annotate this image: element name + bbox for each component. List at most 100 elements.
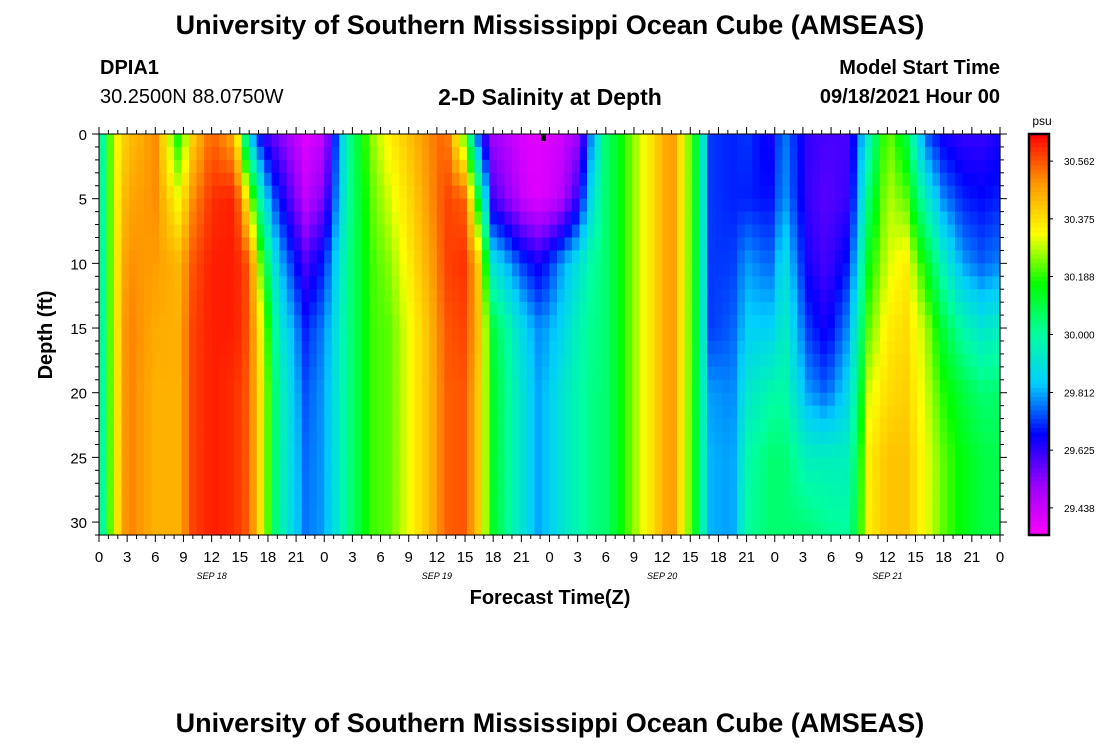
heatmap-cell — [159, 185, 168, 200]
heatmap-cell — [744, 134, 753, 148]
heatmap-cell — [864, 276, 873, 290]
heatmap-cell — [602, 237, 611, 252]
heatmap-cell — [677, 276, 686, 290]
colorbar-segment — [1029, 240, 1049, 246]
heatmap-cell — [924, 198, 934, 213]
heatmap-cell — [692, 431, 701, 446]
heatmap-cell — [774, 366, 783, 381]
heatmap-cell — [376, 353, 385, 368]
heatmap-cell — [429, 211, 438, 226]
heatmap-cell — [279, 172, 288, 187]
heatmap-cell — [647, 185, 656, 200]
heatmap-cell — [744, 315, 753, 329]
heatmap-cell — [346, 522, 355, 536]
heatmap-cell — [774, 509, 783, 523]
heatmap-cell — [774, 146, 783, 161]
heatmap-cell — [429, 172, 438, 187]
heatmap-cell — [879, 509, 888, 523]
heatmap-cell — [849, 418, 858, 433]
heatmap-cell — [797, 470, 806, 484]
heatmap-cell — [511, 366, 521, 381]
heatmap-cell — [617, 250, 626, 264]
heatmap-cell — [962, 211, 971, 226]
heatmap-cell — [294, 379, 303, 394]
heatmap-cell — [752, 211, 761, 226]
heatmap-cell — [639, 340, 648, 355]
heatmap-cell — [692, 483, 701, 497]
heatmap-cell — [339, 172, 348, 187]
heatmap-cell — [144, 198, 153, 213]
heatmap-cell — [151, 496, 160, 510]
heatmap-cell — [872, 522, 881, 536]
heatmap-cell — [121, 444, 130, 458]
heatmap-cell — [812, 134, 821, 148]
heatmap-cell — [857, 470, 866, 484]
heatmap-cell — [106, 470, 115, 484]
heatmap-cell — [639, 509, 648, 523]
heatmap-cell — [219, 211, 228, 226]
heatmap-cell — [271, 340, 280, 355]
heatmap-cell — [782, 483, 791, 497]
heatmap-cell — [414, 263, 423, 277]
heatmap-cell — [504, 496, 513, 510]
heatmap-cell — [947, 134, 956, 148]
heatmap-cell — [887, 237, 896, 252]
heatmap-cell — [294, 134, 303, 148]
heatmap-cell — [106, 276, 115, 290]
heatmap-cell — [136, 250, 145, 264]
heatmap-cell — [436, 392, 445, 407]
heatmap-cell — [421, 146, 430, 161]
heatmap-cell — [346, 470, 355, 484]
heatmap-cell — [99, 418, 108, 433]
heatmap-cell — [887, 457, 896, 471]
heatmap-cell — [992, 302, 1001, 316]
heatmap-cell — [241, 392, 250, 407]
heatmap-cell — [782, 172, 791, 187]
heatmap-cell — [391, 509, 400, 523]
heatmap-cell — [301, 418, 310, 433]
heatmap-cell — [812, 211, 821, 226]
heatmap-cell — [887, 496, 896, 510]
heatmap-cell — [256, 185, 265, 200]
heatmap-cell — [804, 237, 813, 252]
heatmap-cell — [376, 366, 385, 381]
heatmap-cell — [361, 198, 370, 213]
colorbar-segment — [1029, 200, 1049, 206]
heatmap-cell — [549, 431, 558, 446]
heatmap-cell — [789, 340, 798, 355]
heatmap-cell — [594, 250, 603, 264]
heatmap-cell — [917, 159, 926, 174]
heatmap-cell — [977, 302, 986, 316]
heatmap-cell — [564, 237, 573, 252]
heatmap-cell — [932, 366, 941, 381]
heatmap-cell — [129, 328, 138, 342]
heatmap-cell — [151, 211, 160, 226]
heatmap-cell — [692, 444, 701, 458]
heatmap-cell — [316, 392, 325, 407]
heatmap-cell — [737, 418, 746, 433]
heatmap-cell — [797, 134, 806, 148]
heatmap-cell — [887, 146, 896, 161]
heatmap-cell — [969, 159, 979, 174]
heatmap-cell — [234, 340, 243, 355]
heatmap-cell — [346, 405, 355, 420]
heatmap-cell — [204, 470, 213, 484]
heatmap-cell — [496, 211, 506, 226]
heatmap-cell — [557, 470, 566, 484]
heatmap-cell — [549, 250, 558, 264]
heatmap-cell — [707, 457, 716, 471]
day-label: SEP 20 — [647, 571, 677, 581]
heatmap-cell — [879, 159, 888, 174]
heatmap-cell — [947, 483, 956, 497]
heatmap-cell — [189, 328, 198, 342]
heatmap-cell — [797, 483, 806, 497]
heatmap-cell — [144, 353, 153, 368]
heatmap-cell — [857, 302, 866, 316]
heatmap-cell — [354, 340, 363, 355]
heatmap-cell — [602, 405, 611, 420]
heatmap-cell — [654, 483, 663, 497]
heatmap-cell — [722, 392, 731, 407]
heatmap-cell — [834, 302, 843, 316]
heatmap-cell — [249, 289, 258, 303]
heatmap-cell — [316, 198, 325, 213]
